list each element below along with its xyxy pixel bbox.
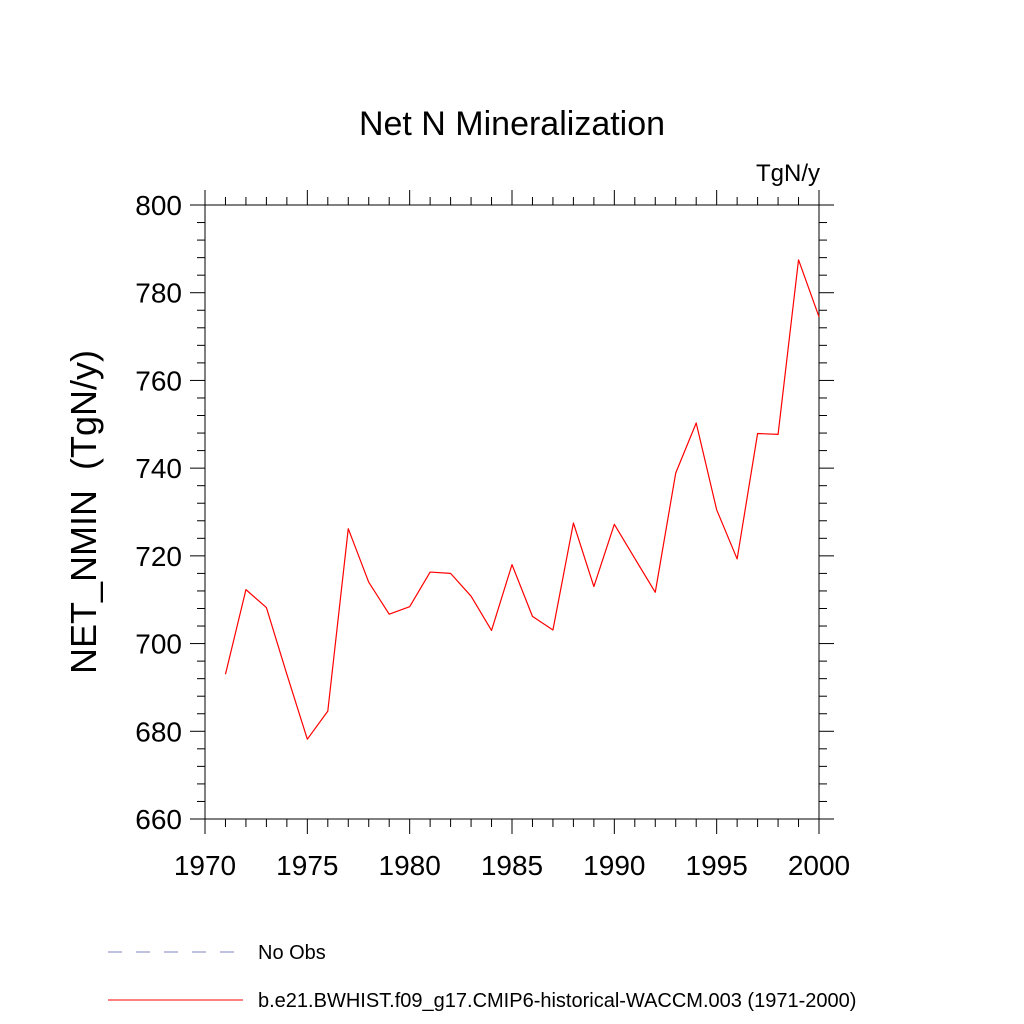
- series-line: [224, 259, 820, 740]
- y-tick-label: 660: [135, 804, 182, 835]
- legend: No Obs b.e21.BWHIST.f09_g17.CMIP6-histor…: [108, 942, 856, 1012]
- units-label: TgN/y: [756, 160, 820, 187]
- x-tick-label: 1970: [174, 850, 236, 881]
- series-layer: [224, 259, 820, 740]
- y-tick-label: 780: [135, 278, 182, 309]
- x-tick-label: 1995: [686, 850, 748, 881]
- y-tick-label: 760: [135, 365, 182, 396]
- x-tick-label: 2000: [788, 850, 850, 881]
- y-tick-label: 680: [135, 716, 182, 747]
- plot-frame: [204, 204, 820, 820]
- y-tick-label: 720: [135, 541, 182, 572]
- x-axis-tick-labels: 1970 1975 1980 1985 1990 1995 2000: [174, 850, 850, 881]
- y-tick-label: 700: [135, 629, 182, 660]
- x-tick-label: 1985: [481, 850, 543, 881]
- y-axis-tick-labels: 660 680 700 720 740 760 780 800: [135, 190, 182, 835]
- y-axis-ticks: [190, 204, 834, 820]
- y-tick-label: 740: [135, 453, 182, 484]
- x-tick-label: 1975: [276, 850, 338, 881]
- y-axis-label: NET_NMIN (TgN/y): [63, 350, 104, 674]
- legend-label-no-obs: No Obs: [258, 942, 326, 964]
- legend-label-model: b.e21.BWHIST.f09_g17.CMIP6-historical-WA…: [258, 990, 856, 1012]
- x-tick-label: 1990: [583, 850, 645, 881]
- x-tick-label: 1980: [379, 850, 441, 881]
- chart-title: Net N Mineralization: [359, 105, 665, 143]
- x-axis-ticks: [204, 190, 820, 834]
- y-tick-label: 800: [135, 190, 182, 221]
